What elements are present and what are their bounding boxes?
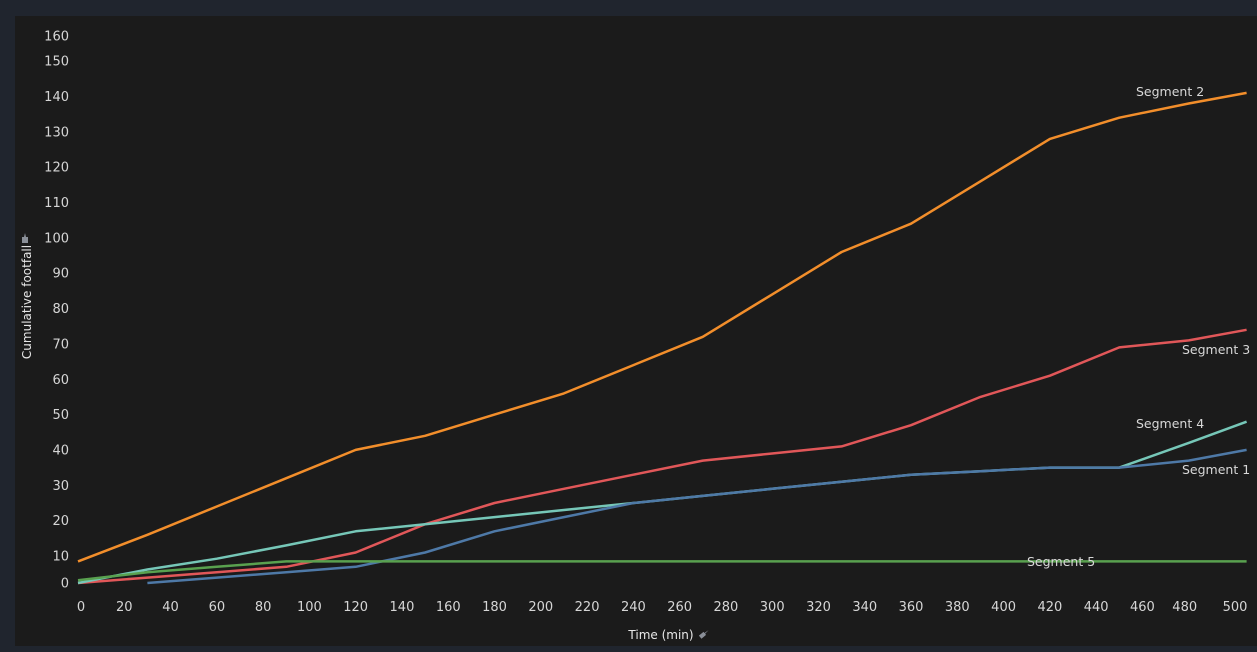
x-tick-label: 280: [714, 600, 739, 615]
y-tick-label: 130: [44, 125, 69, 140]
y-tick-label: 50: [52, 408, 69, 423]
y-tick-label: 30: [52, 479, 69, 494]
series-line-segment-5[interactable]: [77, 560, 1247, 582]
series-line-segment-1[interactable]: [147, 448, 1247, 585]
y-axis-title: Cumulative footfall: [20, 245, 34, 359]
series-label-segment-4: Segment 4: [1136, 416, 1204, 431]
series-line-segment-2[interactable]: [77, 91, 1247, 563]
x-tick-label: 460: [1130, 600, 1155, 615]
series-label-segment-5: Segment 5: [1027, 554, 1095, 569]
x-tick-label: 60: [209, 600, 226, 615]
y-tick-label: 10: [52, 550, 69, 565]
x-tick-label: 320: [806, 600, 831, 615]
x-tick-label: 100: [297, 600, 322, 615]
x-tick-label: 480: [1172, 600, 1197, 615]
y-tick-label: 80: [52, 302, 69, 317]
y-tick-label: 40: [52, 443, 69, 458]
x-tick-label: 440: [1084, 600, 1109, 615]
y-tick-label: 100: [44, 231, 69, 246]
y-tick-label: 110: [44, 196, 69, 211]
x-tick-label: 0: [77, 600, 85, 615]
y-tick-label: 120: [44, 161, 69, 176]
x-tick-label: 300: [760, 600, 785, 615]
x-tick-label: 380: [945, 600, 970, 615]
y-tick-label: 70: [52, 337, 69, 352]
x-tick-label: 40: [162, 600, 179, 615]
y-tick-label: 60: [52, 373, 69, 388]
y-tick-label: 160: [44, 30, 69, 45]
x-tick-label: 360: [899, 600, 924, 615]
x-tick-label: 20: [116, 600, 133, 615]
series-line-segment-3[interactable]: [77, 328, 1247, 585]
x-tick-label: 120: [343, 600, 368, 615]
y-axis: 0 10 20 30 40 50 60 70 80 90 100 110 120 130 140 150 160: [44, 30, 69, 592]
x-tick-label: 180: [482, 600, 507, 615]
series-label-segment-3: Segment 3: [1182, 342, 1250, 357]
x-tick-label: 420: [1037, 600, 1062, 615]
series-label-segment-1: Segment 1: [1182, 462, 1250, 477]
y-axis-title-group: Cumulative footfall: [20, 245, 34, 359]
x-axis-pin-icon[interactable]: [698, 629, 710, 639]
x-tick-label: 500: [1223, 600, 1248, 615]
x-tick-label: 220: [575, 600, 600, 615]
x-axis-title: Time (min): [627, 628, 693, 642]
y-tick-label: 20: [52, 514, 69, 529]
x-axis: 0 20 40 60 80 100 120 140 160 180 200 220 240 260 280 3…: [77, 600, 1248, 615]
y-axis-pin-icon[interactable]: [22, 233, 28, 243]
y-tick-label: 0: [61, 577, 69, 592]
y-tick-label: 90: [52, 267, 69, 282]
x-tick-label: 260: [667, 600, 692, 615]
plot-area: [15, 16, 1257, 646]
y-tick-label: 140: [44, 90, 69, 105]
x-tick-label: 200: [528, 600, 553, 615]
x-tick-label: 140: [390, 600, 415, 615]
series-labels: Segment 2 Segment 3 Segment 4 Segment 1 Segm…: [1027, 84, 1250, 569]
x-tick-label: 80: [255, 600, 272, 615]
series-label-segment-2: Segment 2: [1136, 84, 1204, 99]
y-tick-label: 150: [44, 55, 69, 70]
x-tick-label: 400: [991, 600, 1016, 615]
x-tick-label: 240: [621, 600, 646, 615]
x-tick-label: 160: [436, 600, 461, 615]
x-tick-label: 340: [852, 600, 877, 615]
series-lines: [77, 91, 1248, 585]
